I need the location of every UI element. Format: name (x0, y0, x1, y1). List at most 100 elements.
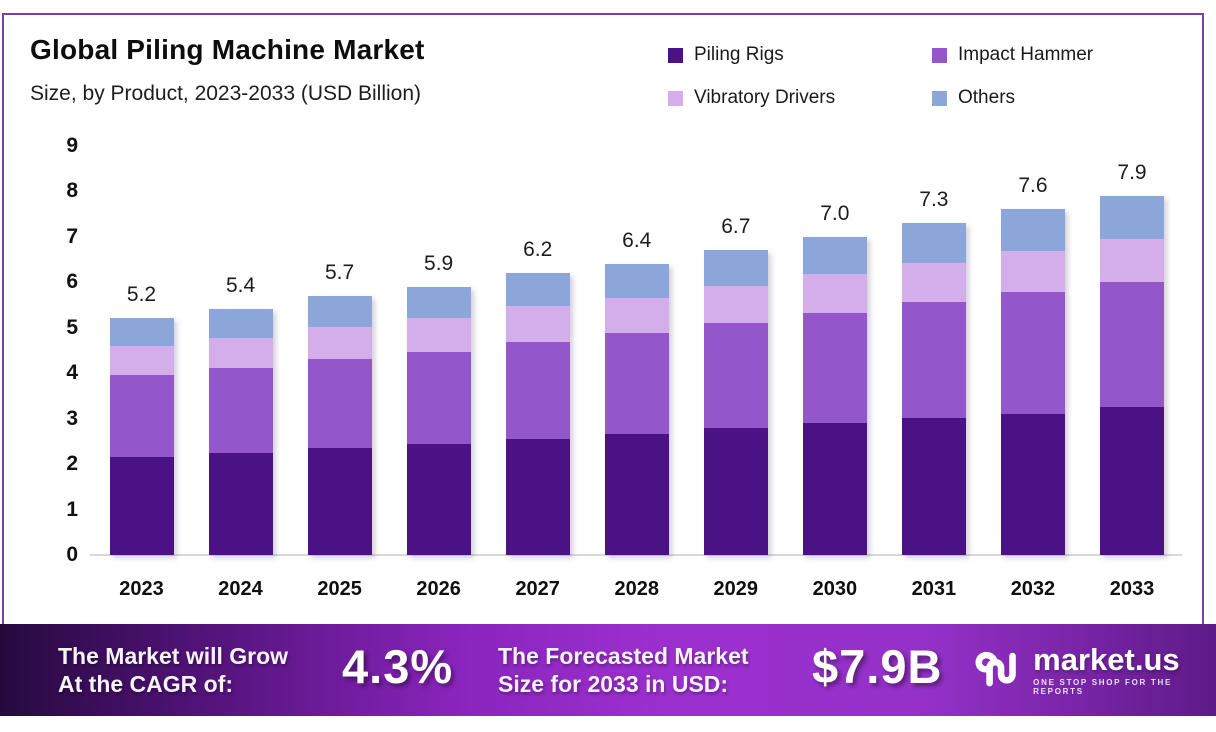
y-tick-1: 1 (66, 497, 78, 521)
bar-segment-others-2026 (406, 286, 471, 319)
bar-segment-impact-hammer-2025 (307, 359, 372, 449)
bar-segment-piling-rigs-2023 (109, 457, 174, 555)
y-tick-7: 7 (66, 224, 78, 248)
bar-segment-piling-rigs-2025 (307, 448, 372, 555)
bar-segment-impact-hammer-2029 (703, 322, 768, 429)
bar-total-label-2023: 5.2 (126, 283, 157, 307)
x-tick-2031: 2031 (911, 578, 957, 600)
bar-segment-others-2025 (307, 295, 372, 328)
bar-segment-others-2023 (109, 318, 174, 346)
legend: Piling Rigs Impact Hammer Vibratory Driver… (668, 44, 1093, 109)
bar-segment-vibratory-drivers-2030 (802, 274, 867, 313)
forecast-value: $7.9B (812, 640, 943, 693)
bar-segment-others-2027 (505, 272, 570, 306)
x-tick-2026: 2026 (416, 578, 461, 600)
x-tick-2033: 2033 (1109, 578, 1155, 600)
bar-2027 (505, 272, 570, 555)
x-tick-2023: 2023 (119, 578, 164, 600)
x-tick-2032: 2032 (1010, 578, 1056, 600)
bar-segment-impact-hammer-2028 (604, 333, 669, 434)
y-tick-5: 5 (66, 315, 78, 339)
bar-2029 (703, 250, 768, 555)
y-tick-3: 3 (66, 406, 78, 430)
y-tick-4: 4 (66, 361, 78, 384)
bar-segment-others-2028 (604, 263, 669, 298)
legend-label-impact-hammer: Impact Hammer (958, 44, 1094, 65)
bar-segment-vibratory-drivers-2025 (307, 327, 372, 360)
legend-swatch-impact-hammer (932, 47, 947, 63)
bar-segment-vibratory-drivers-2027 (505, 305, 570, 343)
forecast-caption-line1: The Forecasted Market (498, 643, 749, 669)
bar-2026 (406, 286, 471, 555)
bar-segment-impact-hammer-2033 (1100, 281, 1164, 408)
legend-item-others: Others (932, 87, 1093, 109)
x-tick-2028: 2028 (614, 578, 660, 600)
bar-2032 (1000, 209, 1065, 555)
forecast-caption: The Forecasted Market Size for 2033 in U… (498, 642, 749, 698)
cagr-caption: The Market will Grow At the CAGR of: (58, 642, 288, 698)
bar-segment-vibratory-drivers-2028 (604, 297, 669, 334)
page-title: Global Piling Machine Market (30, 34, 425, 65)
y-tick-6: 6 (66, 270, 78, 293)
bar-segment-piling-rigs-2032 (1000, 413, 1065, 555)
legend-item-piling-rigs: Piling Rigs (668, 44, 932, 66)
bar-segment-piling-rigs-2030 (802, 423, 867, 555)
legend-label-piling-rigs: Piling Rigs (694, 44, 784, 65)
bar-segment-vibratory-drivers-2033 (1100, 238, 1164, 282)
bar-segment-piling-rigs-2024 (208, 452, 273, 555)
page-subtitle: Size, by Product, 2023-2033 (USD Billion… (30, 82, 422, 105)
brand-text: market.us ONE STOP SHOP FOR THE REPORTS (1033, 644, 1216, 697)
x-tick-2025: 2025 (317, 578, 362, 600)
bar-total-label-2032: 7.6 (1018, 174, 1048, 198)
legend-swatch-others (932, 90, 947, 106)
bar-segment-others-2031 (901, 222, 966, 263)
y-tick-8: 8 (66, 179, 78, 202)
bar-total-label-2029: 6.7 (721, 215, 751, 239)
bar-total-label-2026: 5.9 (424, 251, 454, 275)
brand-tagline: ONE STOP SHOP FOR THE REPORTS (1033, 678, 1173, 696)
x-tick-2030: 2030 (812, 578, 858, 600)
y-tick-0: 0 (66, 543, 78, 566)
bar-2028 (604, 263, 669, 555)
x-tick-2027: 2027 (515, 578, 560, 600)
x-tick-2029: 2029 (713, 578, 759, 600)
bar-segment-impact-hammer-2023 (109, 375, 174, 458)
legend-label-vibratory-drivers: Vibratory Drivers (694, 87, 836, 108)
legend-swatch-piling-rigs (668, 47, 683, 63)
bar-segment-impact-hammer-2026 (406, 351, 471, 444)
bar-segment-vibratory-drivers-2023 (109, 345, 174, 376)
bar-segment-others-2032 (1000, 209, 1065, 252)
bar-total-label-2033: 7.9 (1117, 160, 1147, 184)
bar-segment-impact-hammer-2032 (1000, 291, 1065, 414)
bar-segment-others-2030 (802, 236, 867, 275)
legend-label-others: Others (958, 87, 1016, 108)
cagr-caption-line2: At the CAGR of: (58, 671, 234, 697)
bar-segment-others-2029 (703, 250, 768, 286)
bar-total-label-2031: 7.3 (919, 187, 949, 211)
bar-segment-piling-rigs-2028 (604, 433, 669, 555)
bar-2033 (1100, 195, 1164, 555)
bar-total-label-2025: 5.7 (324, 260, 355, 284)
y-tick-2: 2 (66, 452, 78, 475)
market-us-logo-icon (975, 651, 1016, 687)
brand-logo: market.us ONE STOP SHOP FOR THE REPORTS (974, 644, 1216, 696)
cagr-value: 4.3% (342, 640, 454, 693)
bar-segment-vibratory-drivers-2026 (406, 318, 471, 352)
x-axis-line (90, 554, 1182, 556)
footer-banner: The Market will Grow At the CAGR of: 4.3… (0, 624, 1216, 716)
bar-segment-piling-rigs-2029 (703, 428, 768, 555)
bar-segment-impact-hammer-2024 (208, 368, 273, 453)
bar-segment-impact-hammer-2031 (901, 302, 966, 419)
bar-2023 (109, 318, 174, 555)
bar-2025 (307, 295, 372, 555)
bar-segment-vibratory-drivers-2024 (208, 337, 273, 369)
bar-segment-piling-rigs-2027 (505, 438, 570, 555)
bar-total-label-2024: 5.4 (225, 274, 256, 298)
bar-segment-others-2033 (1100, 195, 1164, 239)
legend-item-impact-hammer: Impact Hammer (932, 44, 1093, 66)
y-tick-9: 9 (66, 133, 78, 157)
bar-segment-vibratory-drivers-2029 (703, 285, 768, 323)
bar-total-label-2028: 6.4 (622, 228, 652, 252)
bar-2030 (802, 236, 867, 556)
